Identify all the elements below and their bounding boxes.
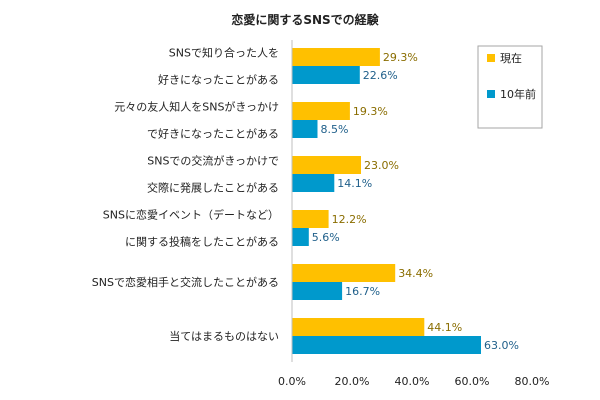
bar-value-label: 19.3%	[353, 105, 388, 118]
category-label: SNSで恋愛相手と交流したことがある	[92, 275, 279, 289]
bar-10-years-ago	[292, 174, 335, 192]
x-tick-label: 20.0%	[335, 375, 370, 388]
bars	[292, 48, 481, 354]
bar-value-label: 44.1%	[427, 321, 462, 334]
x-axis-tick-labels: 0.0% 20.0% 40.0% 60.0% 80.0%	[278, 375, 549, 388]
bar-value-label: 8.5%	[321, 123, 349, 136]
category-label: 好きになったことがある	[158, 73, 279, 87]
bar-current	[292, 156, 361, 174]
x-tick-label: 0.0%	[278, 375, 306, 388]
x-tick-label: 80.0%	[515, 375, 550, 388]
bar-current	[292, 210, 329, 228]
bar-current	[292, 318, 425, 336]
chart-title: 恋愛に関するSNSでの経験	[231, 12, 379, 27]
legend-swatch	[487, 54, 495, 62]
bar-value-label: 63.0%	[484, 339, 519, 352]
category-label: SNSで知り合った人を	[169, 46, 279, 60]
x-tick-label: 40.0%	[395, 375, 430, 388]
bar-value-label: 23.0%	[364, 159, 399, 172]
bar-value-label: 22.6%	[363, 69, 398, 82]
category-label: SNSでの交流がきっかけで	[147, 154, 279, 168]
category-labels: SNSで知り合った人を好きになったことがある元々の友人知人をSNSがきっかけで好…	[92, 46, 279, 344]
bar-value-label: 14.1%	[337, 177, 372, 190]
category-label: SNSに恋愛イベント（デートなど）	[103, 208, 279, 222]
bar-10-years-ago	[292, 120, 318, 138]
bar-current	[292, 264, 396, 282]
bar-10-years-ago	[292, 282, 343, 300]
category-label: で好きになったことがある	[147, 127, 279, 141]
bar-value-label: 5.6%	[312, 231, 340, 244]
bar-10-years-ago	[292, 228, 309, 246]
bar-value-label: 12.2%	[332, 213, 367, 226]
legend-swatch	[487, 90, 495, 98]
category-label: 交際に発展したことがある	[147, 181, 279, 195]
legend-label: 現在	[500, 52, 522, 65]
bar-value-labels: 29.3% 22.6% 19.3% 8.5% 23.0% 14.1% 12.2% 5.6% 34…	[312, 51, 519, 352]
bar-value-label: 34.4%	[398, 267, 433, 280]
bar-current	[292, 102, 350, 120]
bar-10-years-ago	[292, 336, 481, 354]
legend: 現在 10年前	[477, 45, 543, 129]
bar-10-years-ago	[292, 66, 360, 84]
x-tick-label: 60.0%	[455, 375, 490, 388]
category-label: に関する投稿をしたことがある	[125, 235, 279, 249]
bar-current	[292, 48, 380, 66]
category-label: 当てはまるものはない	[169, 329, 279, 343]
bar-value-label: 16.7%	[345, 285, 380, 298]
legend-label: 10年前	[500, 87, 536, 101]
category-label: 元々の友人知人をSNSがきっかけ	[114, 100, 279, 114]
bar-value-label: 29.3%	[383, 51, 418, 64]
